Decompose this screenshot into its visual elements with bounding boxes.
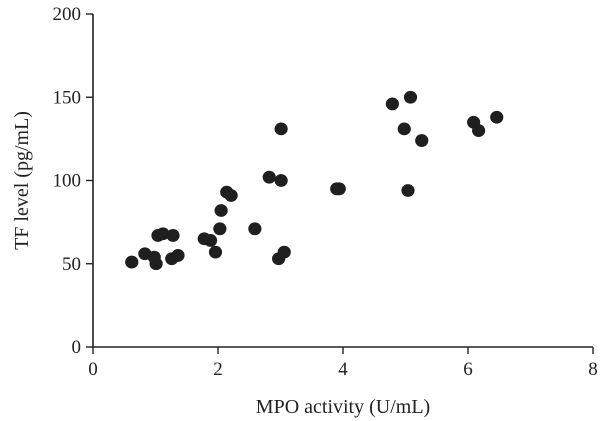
data-points	[125, 90, 504, 271]
data-point	[415, 134, 429, 147]
data-point	[224, 189, 238, 202]
data-point	[214, 204, 228, 217]
data-point	[248, 222, 262, 236]
y-tick-label: 200	[53, 4, 82, 25]
y-axis-title: TF level (pg/mL)	[11, 111, 33, 250]
y-tick-label: 0	[72, 337, 82, 358]
x-tick-label: 4	[338, 359, 348, 380]
axis-ticks: 0 2 4 6 8 0 50 100 150 200	[53, 4, 598, 380]
data-point	[208, 245, 223, 259]
data-point	[490, 110, 504, 124]
x-tick-label: 6	[463, 359, 473, 380]
data-point	[277, 245, 291, 259]
y-tick-label: 150	[53, 87, 82, 108]
data-point	[274, 122, 288, 136]
data-point	[166, 229, 180, 242]
data-point	[125, 255, 139, 269]
x-axis-title: MPO activity (U/mL)	[256, 396, 430, 418]
x-tick-label: 2	[213, 359, 223, 380]
data-point	[171, 249, 185, 262]
data-point	[397, 122, 411, 136]
y-tick-label: 100	[53, 171, 82, 192]
y-tick-label: 50	[62, 254, 81, 275]
data-point	[149, 257, 163, 271]
data-point	[403, 90, 418, 104]
data-point	[385, 97, 399, 111]
axes	[92, 14, 593, 348]
data-point	[274, 174, 288, 187]
data-point	[472, 124, 486, 137]
data-point	[203, 234, 218, 247]
data-point	[213, 222, 227, 236]
x-tick-label: 0	[88, 359, 98, 380]
data-point	[401, 184, 415, 197]
data-point	[262, 170, 276, 184]
data-point	[332, 182, 346, 196]
x-tick-label: 8	[588, 359, 598, 380]
